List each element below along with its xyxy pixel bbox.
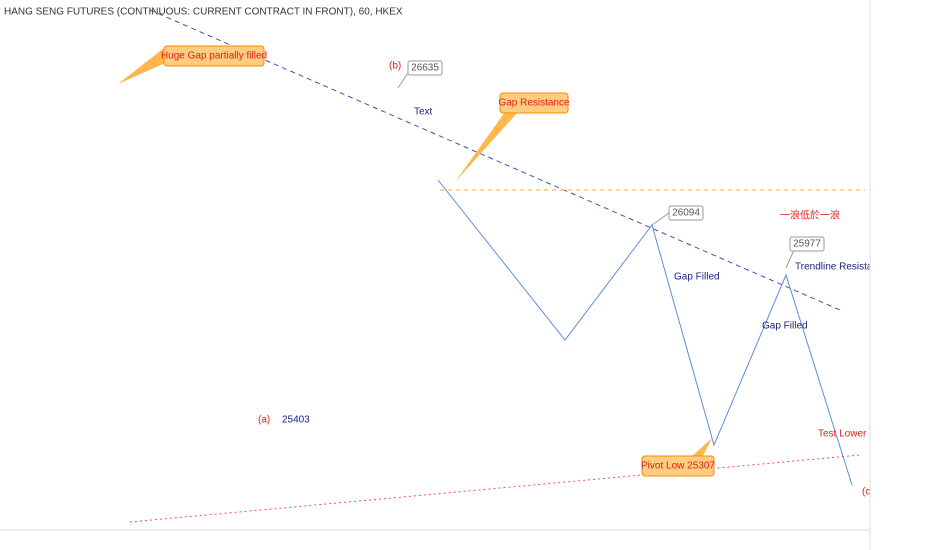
gap-note: Gap Filled: [762, 321, 808, 332]
price-box-text: 26635: [411, 63, 439, 74]
drawings: [129, 9, 865, 523]
price-box: [668, 205, 704, 221]
gap-note: Gap Filled: [674, 272, 720, 283]
chart-title: HANG SENG FUTURES (CONTINUOUS: CURRENT C…: [4, 7, 403, 18]
price-box: [789, 236, 825, 252]
annotations: HANG SENG FUTURES (CONTINUOUS: CURRENT C…: [4, 7, 904, 498]
callout-tail: [455, 112, 518, 182]
callout-box: [641, 455, 715, 477]
chinese-note: 一浪低於一浪: [780, 209, 840, 222]
text-note: Text: [414, 107, 433, 118]
callout-text: Pivot Low 25307: [641, 461, 715, 472]
support-note: Test Lower Support: [818, 429, 904, 440]
callout-box: [163, 45, 265, 67]
price-box: [407, 60, 443, 76]
price-box-leader: [651, 212, 670, 226]
price-note: 25403: [282, 415, 310, 426]
callout-tail: [118, 48, 172, 84]
callout-text: Gap Resistance: [498, 98, 570, 109]
price-box-leader: [785, 249, 795, 269]
callout-box: [499, 92, 569, 114]
axis-background: [870, 0, 932, 550]
support-line: [129, 454, 861, 523]
wave-lines: [437, 179, 853, 486]
wave-label: (a): [258, 415, 270, 426]
trend-note: Trendline Resistance: [795, 262, 889, 273]
callout-tail: [690, 438, 712, 458]
price-box-text: 25977: [793, 239, 821, 250]
price-box-text: 26094: [672, 208, 700, 219]
callout-text: Huge Gap partially filled: [161, 51, 267, 62]
wave-label: (c): [862, 487, 874, 498]
wave-label: (b): [389, 61, 401, 72]
